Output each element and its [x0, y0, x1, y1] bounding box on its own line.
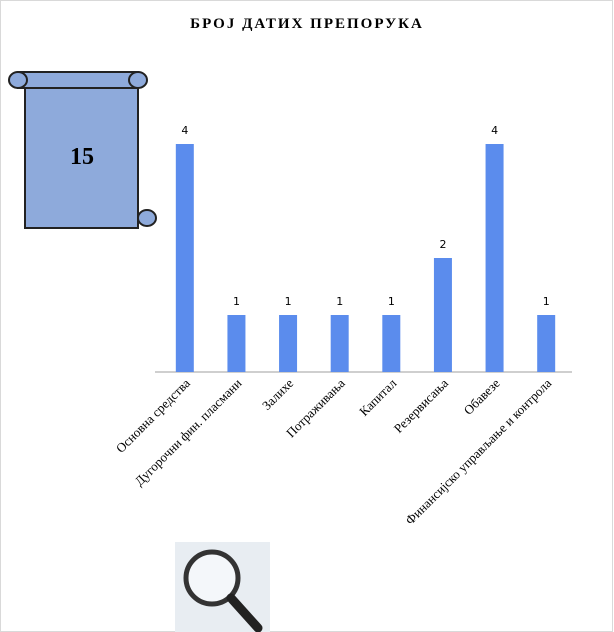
data-label: 1 — [233, 295, 240, 308]
magnifier-icon — [175, 542, 270, 632]
bar — [382, 315, 401, 372]
data-label: 1 — [543, 295, 550, 308]
data-label: 1 — [388, 295, 395, 308]
data-label: 4 — [491, 124, 498, 137]
bar — [330, 315, 349, 372]
bar — [227, 315, 246, 372]
bar — [175, 144, 194, 372]
bar — [537, 315, 556, 372]
bar — [485, 144, 504, 372]
data-label: 1 — [336, 295, 343, 308]
annotation: 15 — [70, 144, 94, 170]
data-label: 2 — [439, 238, 446, 251]
scroll: 15 — [8, 71, 157, 229]
bar — [433, 258, 452, 372]
data-label: 4 — [181, 124, 188, 137]
chart-title: БРОЈ ДАТИХ ПРЕПОРУКА — [190, 16, 424, 32]
data-label: 1 — [285, 295, 292, 308]
bar — [279, 315, 298, 372]
